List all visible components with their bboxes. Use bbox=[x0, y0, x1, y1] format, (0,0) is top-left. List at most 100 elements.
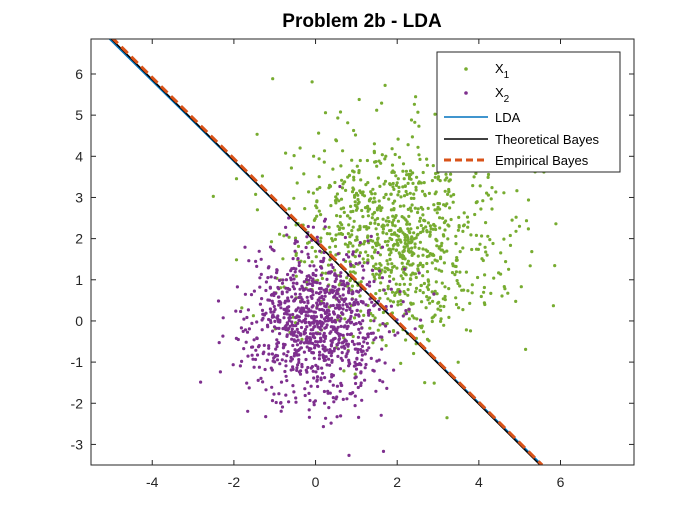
scatter-point bbox=[367, 313, 371, 317]
scatter-point bbox=[292, 277, 296, 281]
scatter-point bbox=[334, 291, 338, 296]
scatter-point bbox=[393, 293, 397, 297]
scatter-point bbox=[330, 360, 334, 364]
scatter-point bbox=[398, 229, 402, 233]
scatter-point bbox=[362, 261, 366, 265]
scatter-point bbox=[278, 362, 282, 366]
scatter-point bbox=[421, 291, 425, 295]
scatter-point bbox=[374, 336, 378, 340]
scatter-point bbox=[250, 353, 254, 357]
scatter-point bbox=[336, 252, 340, 256]
scatter-point bbox=[409, 209, 413, 213]
scatter-point bbox=[479, 294, 483, 299]
y-tick-label: -3 bbox=[71, 436, 84, 452]
scatter-point bbox=[358, 288, 363, 292]
scatter-point bbox=[356, 350, 360, 354]
scatter-point bbox=[267, 265, 271, 269]
scatter-point bbox=[291, 384, 295, 388]
scatter-point bbox=[336, 116, 340, 120]
scatter-point bbox=[486, 193, 490, 197]
scatter-point bbox=[297, 261, 301, 265]
scatter-point bbox=[340, 351, 344, 355]
scatter-point bbox=[361, 276, 365, 280]
scatter-series-x2 bbox=[199, 184, 436, 457]
scatter-point bbox=[345, 320, 349, 324]
scatter-point bbox=[353, 255, 357, 259]
legend-marker-x1 bbox=[464, 67, 468, 71]
scatter-point bbox=[414, 290, 418, 294]
scatter-point bbox=[410, 135, 414, 139]
scatter-layer bbox=[199, 77, 558, 457]
scatter-point bbox=[452, 193, 456, 197]
scatter-point bbox=[235, 285, 239, 289]
scatter-point bbox=[414, 286, 419, 290]
scatter-point bbox=[455, 256, 459, 260]
scatter-point bbox=[318, 339, 322, 344]
scatter-point bbox=[307, 415, 311, 419]
scatter-point bbox=[341, 303, 345, 307]
axes-box bbox=[90, 38, 635, 466]
scatter-point bbox=[387, 330, 391, 334]
scatter-point bbox=[314, 340, 318, 344]
scatter-point bbox=[329, 263, 334, 267]
scatter-point bbox=[260, 297, 264, 301]
scatter-point bbox=[524, 347, 528, 351]
scatter-point bbox=[416, 232, 420, 236]
scatter-point bbox=[269, 366, 273, 370]
scatter-point bbox=[375, 232, 379, 236]
scatter-point bbox=[379, 263, 383, 267]
scatter-point bbox=[395, 181, 399, 185]
scatter-point bbox=[401, 185, 405, 189]
scatter-point bbox=[416, 268, 420, 273]
scatter-point bbox=[414, 95, 418, 99]
scatter-point bbox=[414, 188, 418, 192]
scatter-point bbox=[254, 348, 258, 352]
y-tick-label: 4 bbox=[75, 148, 83, 164]
scatter-point bbox=[368, 326, 372, 330]
scatter-point bbox=[388, 247, 392, 251]
scatter-point bbox=[284, 393, 288, 397]
scatter-point bbox=[341, 397, 345, 401]
scatter-point bbox=[368, 297, 372, 301]
scatter-point bbox=[462, 288, 466, 292]
scatter-point bbox=[419, 318, 423, 322]
scatter-point bbox=[425, 285, 429, 289]
scatter-point bbox=[348, 307, 352, 311]
scatter-point bbox=[305, 295, 309, 299]
scatter-point bbox=[290, 332, 294, 336]
scatter-point bbox=[355, 164, 359, 168]
scatter-point bbox=[274, 400, 278, 405]
scatter-point bbox=[291, 281, 295, 285]
scatter-point bbox=[314, 204, 318, 208]
scatter-point bbox=[366, 253, 370, 258]
scatter-point bbox=[341, 287, 345, 291]
scatter-point bbox=[351, 209, 355, 213]
scatter-point bbox=[264, 415, 268, 419]
scatter-point bbox=[343, 242, 347, 246]
scatter-point bbox=[315, 303, 320, 307]
scatter-point bbox=[294, 274, 298, 278]
scatter-point bbox=[444, 172, 448, 176]
scatter-point bbox=[553, 264, 557, 268]
scatter-point bbox=[387, 197, 391, 201]
scatter-point bbox=[272, 392, 276, 396]
scatter-point bbox=[315, 235, 319, 239]
scatter-point bbox=[282, 234, 286, 238]
scatter-point bbox=[287, 316, 291, 320]
scatter-point bbox=[342, 340, 346, 344]
scatter-point bbox=[339, 333, 343, 337]
scatter-point bbox=[332, 310, 336, 314]
scatter-point bbox=[259, 376, 263, 380]
scatter-point bbox=[292, 196, 296, 200]
scatter-point bbox=[336, 224, 340, 228]
scatter-point bbox=[360, 264, 365, 268]
scatter-point bbox=[325, 323, 329, 327]
scatter-point bbox=[377, 159, 381, 163]
scatter-point bbox=[412, 316, 416, 320]
scatter-point bbox=[399, 302, 403, 306]
scatter-point bbox=[394, 174, 398, 178]
scatter-point bbox=[443, 189, 447, 193]
scatter-point bbox=[296, 363, 300, 367]
scatter-point bbox=[313, 336, 317, 340]
legend-label-lda: LDA bbox=[495, 110, 521, 125]
